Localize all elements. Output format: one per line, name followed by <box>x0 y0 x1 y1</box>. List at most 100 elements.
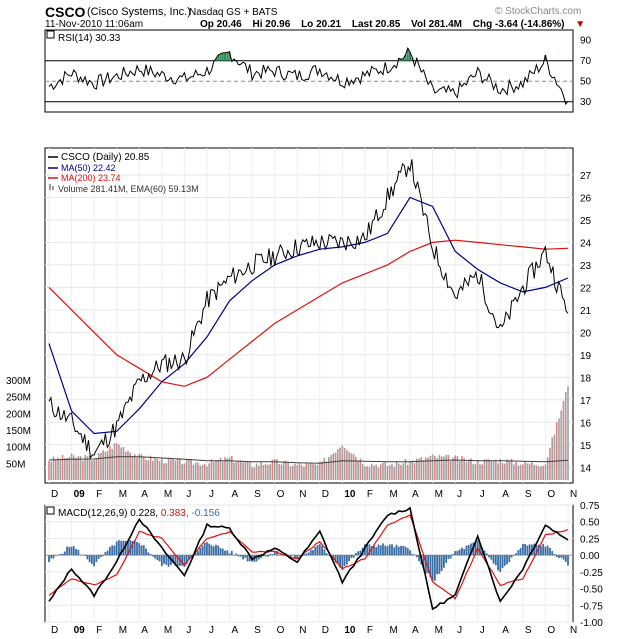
macd-hist-bar <box>221 548 224 556</box>
macd-tick-label: -0.75 <box>580 601 603 612</box>
macd-tick-label: -0.25 <box>580 568 603 579</box>
volume-bar <box>337 449 339 480</box>
quote-date: 11-Nov-2010 11:06am <box>45 19 144 30</box>
macd-hist-bar <box>48 555 50 563</box>
macd-panel-frame <box>44 504 574 623</box>
volume-bar <box>82 460 84 480</box>
volume-bar <box>237 461 240 480</box>
volume-bar <box>506 459 508 480</box>
macd-hist-bar <box>558 555 560 559</box>
macd-hist-bar <box>212 546 215 556</box>
volume-bar <box>513 464 515 480</box>
volume-bar <box>447 454 450 480</box>
volume-bar <box>485 459 488 480</box>
volume-bar <box>262 464 265 480</box>
x-tick-label: A <box>502 625 509 636</box>
macd-hist-bar <box>393 547 396 556</box>
volume-bar <box>142 456 145 480</box>
volume-bar <box>517 465 520 480</box>
macd-hist-bar <box>526 545 529 556</box>
x-tick-label: M <box>435 625 443 636</box>
legend-toggle-icon[interactable] <box>46 30 55 39</box>
macd-hist-bar <box>151 555 154 557</box>
x-tick-label: A <box>412 625 419 636</box>
macd-hist-bar <box>321 545 323 556</box>
volume-bar <box>221 461 224 480</box>
macd-hist-bar <box>257 555 260 560</box>
x-tick-label: F <box>367 625 373 636</box>
macd-hist-bar <box>352 555 355 558</box>
x-tick-label: J <box>480 625 485 636</box>
x-tick-label: M <box>164 625 172 636</box>
high-value: Hi 20.96 <box>252 19 291 30</box>
volume-bar <box>57 457 59 480</box>
volume-tick-label: 150M <box>6 426 31 437</box>
ma50-line <box>48 196 569 435</box>
macd-hist-bar <box>497 555 499 571</box>
rsi-tick-label: 50 <box>580 76 592 87</box>
price-y-axis: 14 15 16 17 18 19 20 21 22 23 24 25 26 27 <box>580 171 592 474</box>
macd-hist-bar <box>165 555 168 565</box>
macd-legend-toggle-icon[interactable] <box>46 506 55 515</box>
volume-bar <box>524 461 526 480</box>
macd-hist-bar <box>452 554 454 556</box>
volume-bar <box>240 460 242 480</box>
volume-bar <box>233 462 235 480</box>
macd-hist-bar <box>88 555 91 563</box>
volume-bar <box>429 455 432 480</box>
volume-bars <box>48 386 569 480</box>
volume-bar <box>215 460 217 480</box>
macd-hist-bar <box>445 555 448 563</box>
macd-hist-bar <box>373 545 375 556</box>
volume-bar <box>113 443 116 480</box>
volume-bar <box>397 463 400 480</box>
rsi-tick-label: 70 <box>580 56 592 67</box>
volume-bar <box>131 455 134 480</box>
volume-bar <box>476 460 479 480</box>
macd-hist-bar <box>490 555 493 560</box>
macd-hist-bar <box>447 555 450 559</box>
macd-hist-bar <box>122 540 125 556</box>
x-tick-label: A <box>141 625 148 636</box>
volume-bar <box>425 457 427 480</box>
volume-bar <box>330 455 332 480</box>
volume-bar <box>323 457 326 480</box>
brand-watermark: © StockCharts.com <box>495 6 582 17</box>
volume-ema-line <box>48 456 569 464</box>
macd-hist-bar <box>59 553 62 556</box>
x-tick-label: O <box>547 489 555 500</box>
x-tick-label: A <box>141 489 148 500</box>
volume-bar <box>555 422 558 480</box>
volume-bar <box>147 460 150 480</box>
macd-hist-bar <box>463 549 466 556</box>
volume-bar <box>438 455 441 480</box>
macd-hist-bar <box>384 545 387 556</box>
open-value: Op 20.46 <box>200 19 242 30</box>
volume-bar <box>300 465 303 480</box>
volume-bar <box>497 463 499 480</box>
macd-hist-bar <box>524 543 527 556</box>
x-tick-label: D <box>51 489 58 500</box>
volume-bar <box>61 454 64 480</box>
macd-hist-bar <box>501 555 504 568</box>
volume-bar <box>558 418 560 480</box>
volume-bar <box>427 457 429 480</box>
macd-hist-bar <box>309 549 312 556</box>
macd-hist-bar <box>479 543 481 556</box>
macd-hist-bar <box>158 555 161 562</box>
volume-bar <box>332 453 335 480</box>
volume-value: Vol 281.4M <box>411 19 462 30</box>
macd-hist-bar <box>54 555 57 556</box>
macd-hist-bar <box>314 546 317 556</box>
x-tick-label: 09 <box>74 489 86 500</box>
macd-tick-label: 0.25 <box>580 534 600 545</box>
macd-hist-bar <box>553 554 556 556</box>
macd-hist-bar <box>521 543 524 556</box>
volume-bar <box>470 458 472 480</box>
volume-bar <box>526 463 529 480</box>
macd-hist-bar <box>379 545 382 556</box>
volume-bar <box>449 461 452 480</box>
macd-hist-bar <box>382 543 384 556</box>
macd-legend-main: MACD(12,26,9) 0.228, <box>58 508 158 519</box>
volume-bar <box>298 463 301 480</box>
